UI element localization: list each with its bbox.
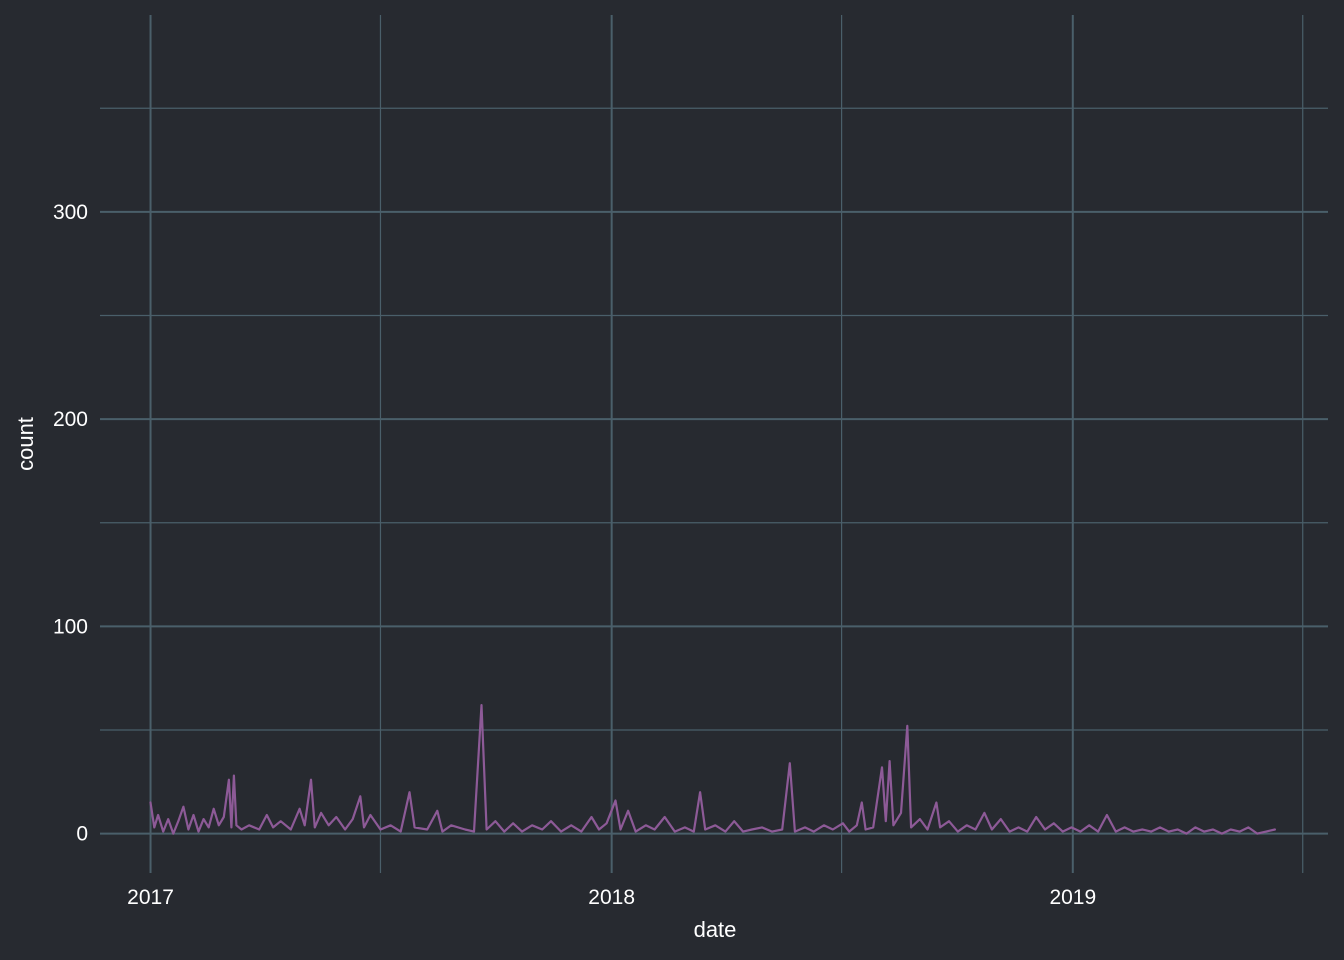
y-tick-label: 100 [53, 615, 88, 638]
grid-minor [100, 15, 1328, 873]
series-line [149, 704, 1276, 835]
y-tick-label: 200 [53, 408, 88, 431]
x-tick-label: 2019 [1049, 886, 1096, 909]
x-tick-label: 2017 [127, 886, 174, 909]
x-tick-label: 2018 [588, 886, 635, 909]
series-layer [149, 704, 1276, 835]
tick-labels: 2017 2018 2019 0 100 200 300 [53, 201, 1096, 909]
grid-major [100, 15, 1328, 873]
y-tick-label: 0 [76, 823, 88, 846]
y-tick-label: 300 [53, 201, 88, 224]
x-axis-title: date [694, 917, 737, 942]
y-axis-title: count [13, 417, 38, 471]
